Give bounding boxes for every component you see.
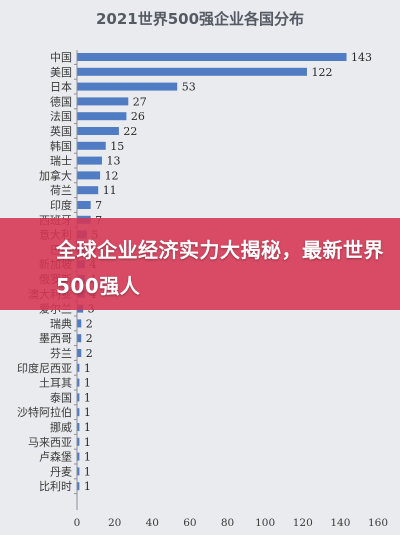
category-label: 美国 — [50, 66, 72, 79]
bar — [77, 437, 80, 446]
category-label: 英国 — [50, 124, 72, 138]
x-tick-label: 20 — [108, 517, 121, 529]
bar — [77, 67, 308, 76]
data-label: 2 — [86, 317, 93, 330]
data-label: 1 — [84, 465, 91, 478]
category-label: 挪威 — [50, 420, 72, 434]
data-label: 122 — [312, 66, 333, 79]
data-label: 53 — [182, 81, 196, 94]
data-label: 12 — [105, 169, 119, 182]
x-tick-label: 40 — [146, 517, 159, 529]
bar — [77, 349, 82, 357]
bar — [77, 319, 82, 328]
data-label: 7 — [95, 199, 102, 212]
category-label: 瑞士 — [50, 154, 72, 168]
data-label: 1 — [84, 377, 91, 390]
data-label: 13 — [106, 155, 120, 168]
data-label: 22 — [123, 125, 137, 138]
x-tick-label: 0 — [74, 517, 81, 529]
x-tick-label: 100 — [255, 517, 275, 529]
x-tick-label: 140 — [330, 517, 350, 529]
data-label: 26 — [131, 110, 145, 123]
x-tick-label: 80 — [221, 517, 234, 529]
bar — [77, 156, 102, 165]
category-label: 墨西哥 — [39, 332, 72, 345]
category-label: 日本 — [50, 80, 72, 94]
data-label: 1 — [84, 421, 91, 434]
data-label: 27 — [133, 95, 147, 108]
x-tick-label: 60 — [183, 517, 196, 529]
bar — [77, 334, 82, 343]
bar — [77, 53, 347, 61]
category-label: 沙特阿拉伯 — [17, 405, 72, 419]
bar — [77, 408, 80, 417]
category-label: 芬兰 — [50, 347, 72, 360]
bar — [77, 423, 80, 431]
category-label: 德国 — [50, 94, 72, 108]
category-label: 卢森堡 — [39, 450, 72, 464]
data-label: 2 — [86, 332, 93, 345]
headline-text: 全球企业经济实力大揭秘，最新世界500强人 — [56, 238, 384, 298]
data-label: 2 — [86, 347, 93, 360]
bar — [77, 82, 178, 91]
category-label: 土耳其 — [39, 377, 72, 390]
bar — [77, 452, 80, 461]
category-label: 比利时 — [39, 480, 72, 493]
bar — [77, 467, 80, 476]
category-label: 印度 — [50, 198, 72, 212]
x-tick-label: 120 — [293, 517, 313, 529]
category-label: 荷兰 — [50, 184, 72, 197]
category-label: 丹麦 — [50, 465, 72, 478]
data-label: 15 — [110, 140, 124, 153]
category-label: 法国 — [50, 109, 72, 123]
category-label: 中国 — [50, 51, 72, 64]
chart-title: 2021世界500强企业各国分布 — [95, 10, 305, 28]
data-label: 1 — [84, 391, 91, 404]
data-label: 143 — [351, 51, 372, 64]
data-label: 1 — [84, 362, 91, 375]
headline-banner: 全球企业经济实力大揭秘，最新世界500强人 — [0, 218, 400, 310]
bar — [77, 201, 91, 209]
x-tick-label: 160 — [368, 517, 388, 529]
category-label: 马来西亚 — [28, 436, 72, 449]
bar — [77, 378, 80, 387]
category-label: 瑞典 — [50, 316, 72, 330]
bar — [77, 393, 80, 402]
data-label: 1 — [84, 480, 91, 493]
data-label: 1 — [84, 436, 91, 449]
bar — [77, 186, 99, 195]
data-label: 1 — [84, 406, 91, 419]
bar — [77, 363, 80, 372]
bar — [77, 127, 119, 135]
bar — [77, 482, 80, 491]
category-label: 泰国 — [50, 390, 72, 404]
category-label: 韩国 — [50, 139, 72, 153]
data-label: 1 — [84, 451, 91, 464]
bar — [77, 141, 106, 150]
data-label: 11 — [103, 184, 117, 197]
bar — [77, 97, 129, 106]
bar — [77, 171, 101, 180]
category-label: 印度尼西亚 — [17, 361, 72, 375]
category-label: 加拿大 — [39, 168, 72, 182]
bar — [77, 112, 127, 121]
